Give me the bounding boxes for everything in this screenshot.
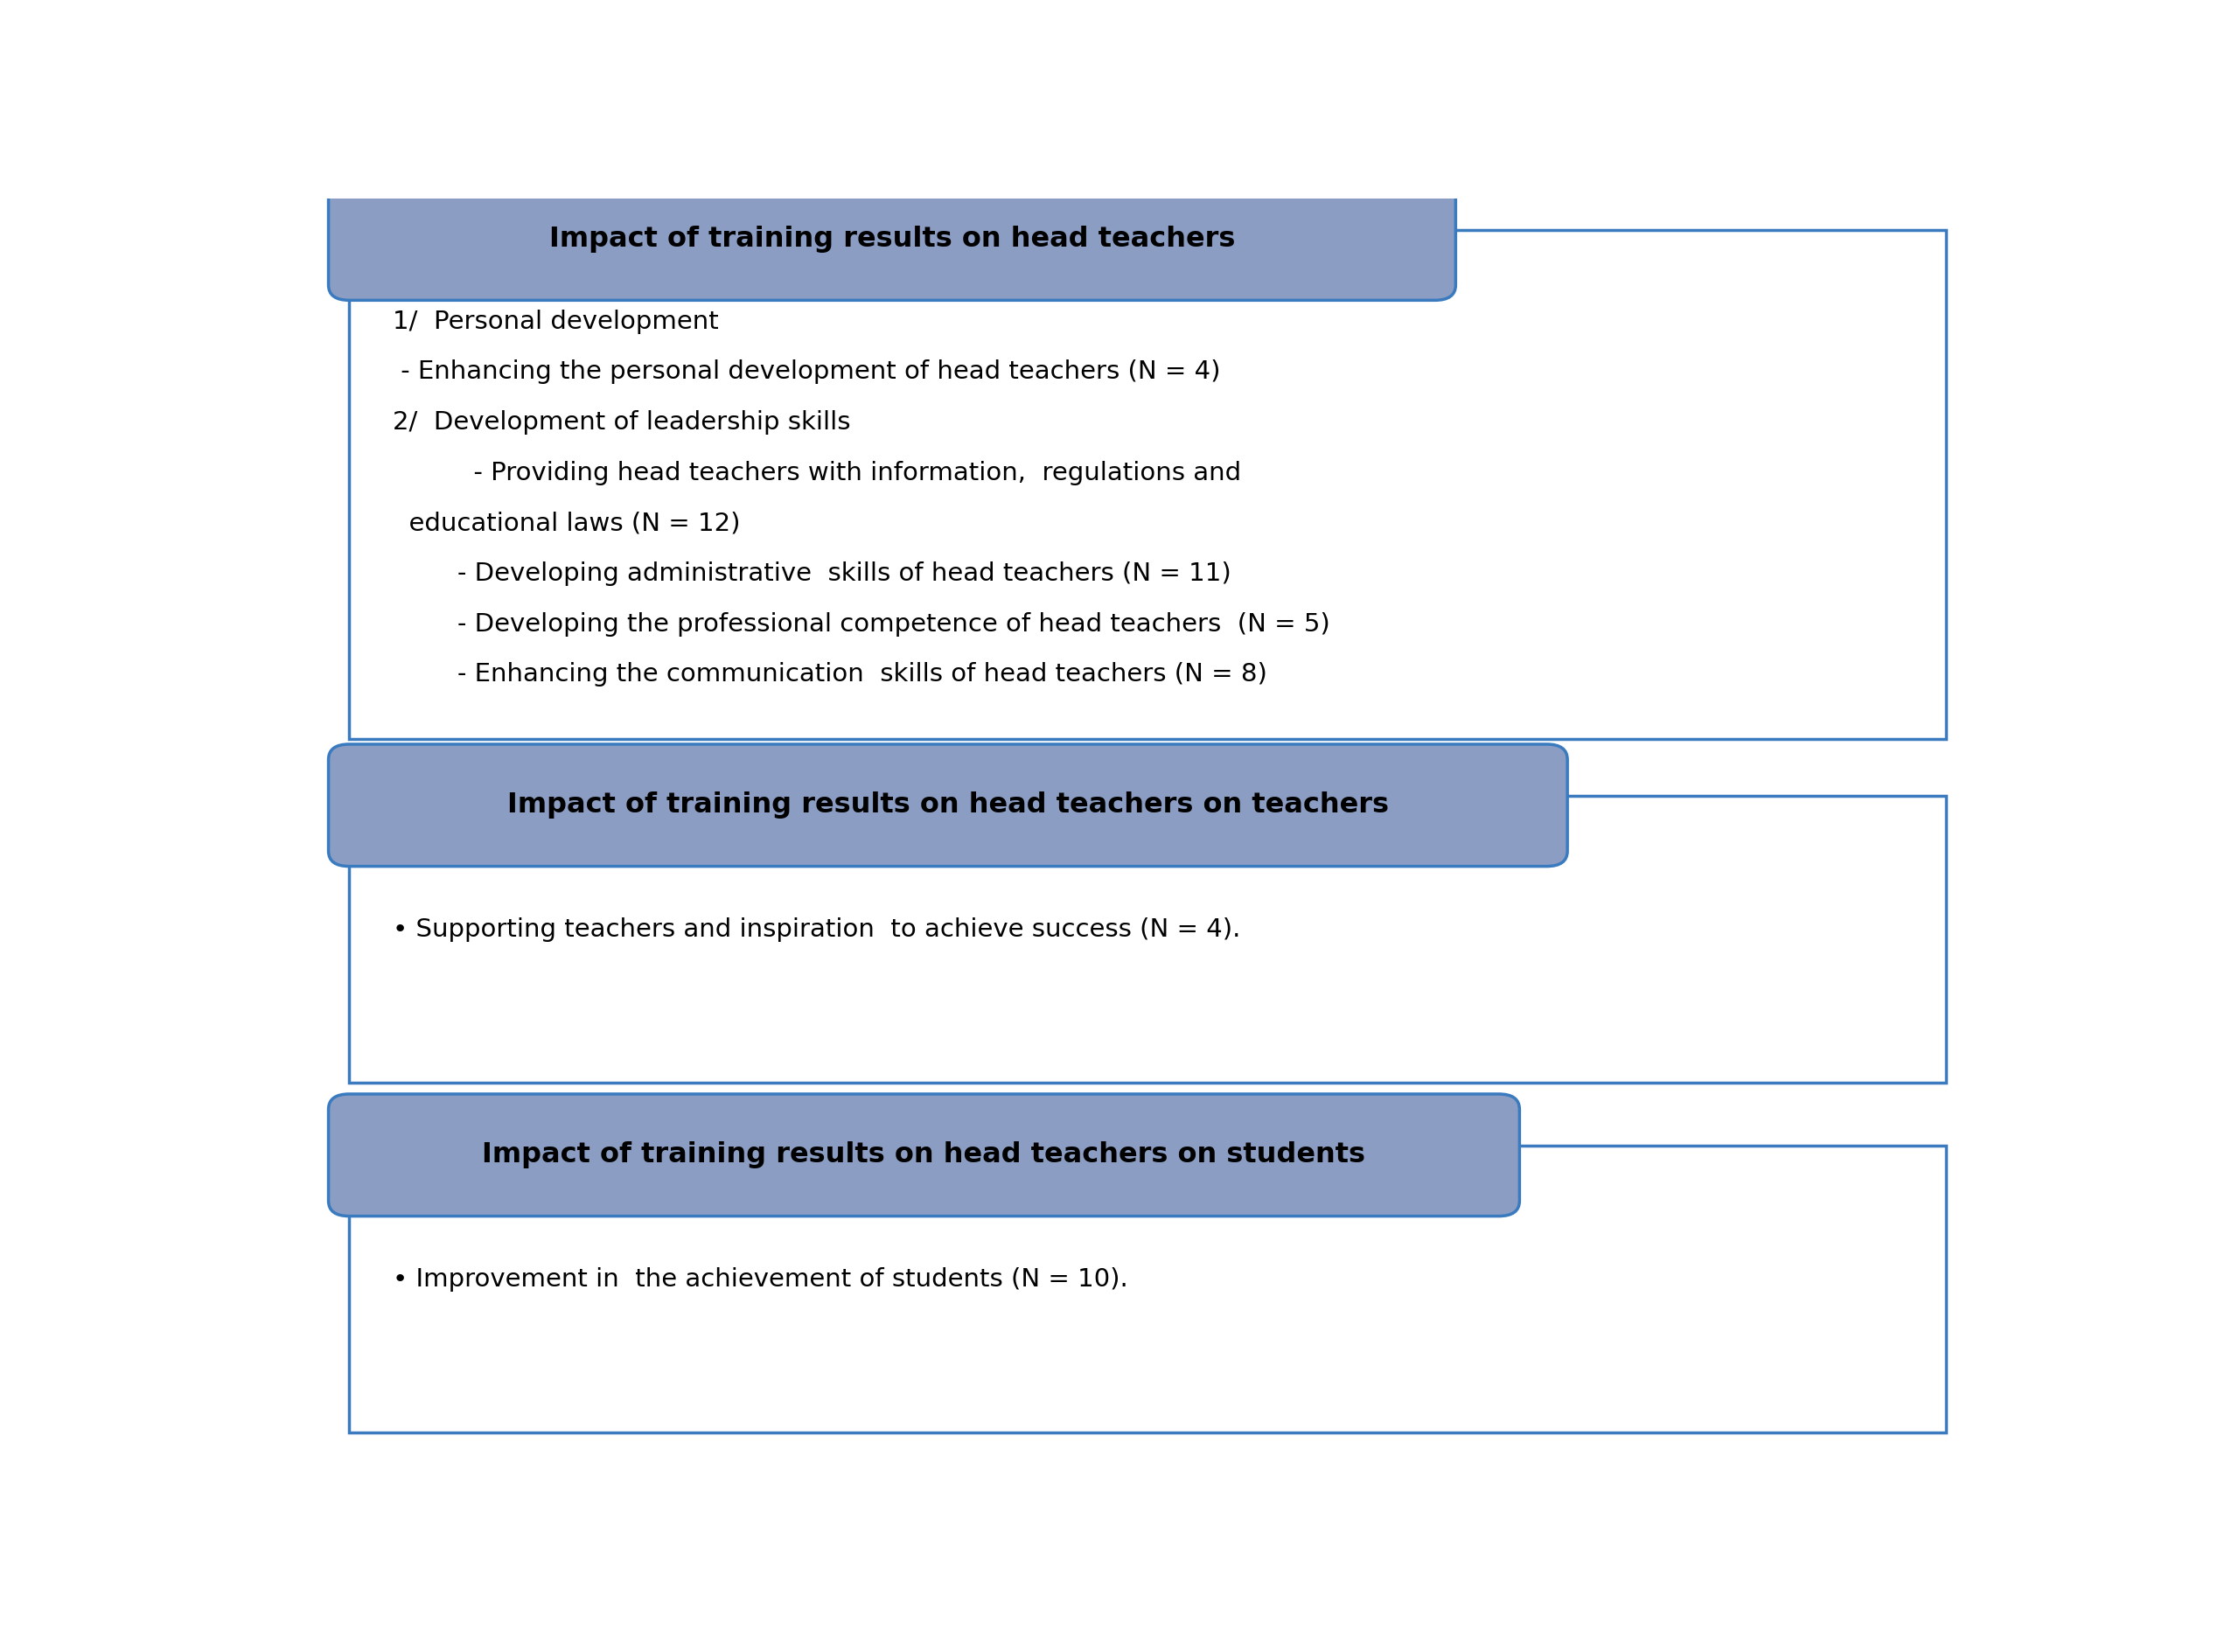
Text: educational laws (N = 12): educational laws (N = 12) <box>392 510 741 535</box>
FancyBboxPatch shape <box>329 178 1455 301</box>
FancyBboxPatch shape <box>329 1094 1520 1216</box>
Text: - Enhancing the communication  skills of head teachers (N = 8): - Enhancing the communication skills of … <box>392 662 1267 687</box>
Text: Impact of training results on head teachers on students: Impact of training results on head teach… <box>481 1142 1366 1168</box>
Text: - Developing the professional competence of head teachers  (N = 5): - Developing the professional competence… <box>392 611 1330 636</box>
Text: - Providing head teachers with information,  regulations and: - Providing head teachers with informati… <box>392 461 1240 486</box>
Text: - Enhancing the personal development of head teachers (N = 4): - Enhancing the personal development of … <box>392 360 1220 385</box>
Text: • Improvement in  the achievement of students (N = 10).: • Improvement in the achievement of stud… <box>392 1267 1128 1292</box>
Text: 1/  Personal development: 1/ Personal development <box>392 309 719 334</box>
FancyBboxPatch shape <box>349 796 1946 1082</box>
Text: Impact of training results on head teachers on teachers: Impact of training results on head teach… <box>506 791 1388 819</box>
Text: - Developing administrative  skills of head teachers (N = 11): - Developing administrative skills of he… <box>392 562 1231 586</box>
FancyBboxPatch shape <box>349 1146 1946 1432</box>
FancyBboxPatch shape <box>329 743 1567 866</box>
Text: 2/  Development of leadership skills: 2/ Development of leadership skills <box>392 410 851 434</box>
Text: • Supporting teachers and inspiration  to achieve success (N = 4).: • Supporting teachers and inspiration to… <box>392 917 1240 942</box>
FancyBboxPatch shape <box>349 230 1946 738</box>
Text: Impact of training results on head teachers: Impact of training results on head teach… <box>549 226 1236 253</box>
